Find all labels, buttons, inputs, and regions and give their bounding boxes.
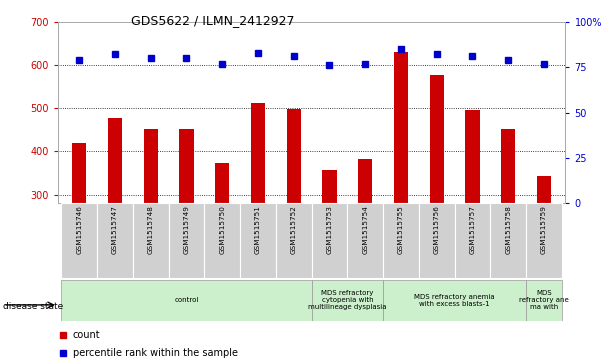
- Text: GSM1515749: GSM1515749: [184, 205, 190, 254]
- Bar: [108, 118, 122, 203]
- Bar: [61, 203, 97, 278]
- Bar: [97, 203, 133, 278]
- Bar: [501, 129, 516, 203]
- Bar: [394, 52, 408, 203]
- Text: GSM1515758: GSM1515758: [505, 205, 511, 254]
- Bar: [311, 280, 383, 321]
- Bar: [347, 203, 383, 278]
- Bar: [168, 203, 204, 278]
- Text: disease state: disease state: [3, 302, 63, 311]
- Bar: [491, 203, 526, 278]
- Text: control: control: [174, 297, 199, 303]
- Text: GDS5622 / ILMN_2412927: GDS5622 / ILMN_2412927: [131, 15, 294, 28]
- Bar: [179, 129, 193, 203]
- Bar: [322, 170, 337, 203]
- Bar: [419, 203, 455, 278]
- Text: GSM1515757: GSM1515757: [469, 205, 475, 254]
- Bar: [286, 109, 301, 203]
- Bar: [61, 280, 311, 321]
- Bar: [240, 203, 276, 278]
- Text: GSM1515753: GSM1515753: [326, 205, 333, 254]
- Text: GSM1515759: GSM1515759: [541, 205, 547, 254]
- Text: percentile rank within the sample: percentile rank within the sample: [73, 348, 238, 358]
- Text: count: count: [73, 330, 100, 340]
- Text: MDS refractory
cytopenia with
multilineage dysplasia: MDS refractory cytopenia with multilinea…: [308, 290, 387, 310]
- Text: GSM1515752: GSM1515752: [291, 205, 297, 254]
- Bar: [143, 129, 158, 203]
- Bar: [430, 74, 444, 203]
- Bar: [526, 203, 562, 278]
- Bar: [204, 203, 240, 278]
- Bar: [383, 280, 526, 321]
- Text: GSM1515748: GSM1515748: [148, 205, 154, 254]
- Bar: [358, 159, 372, 203]
- Text: MDS refractory anemia
with excess blasts-1: MDS refractory anemia with excess blasts…: [414, 294, 495, 307]
- Bar: [311, 203, 347, 278]
- Text: GSM1515750: GSM1515750: [219, 205, 225, 254]
- Text: MDS
refractory ane
ma with: MDS refractory ane ma with: [519, 290, 569, 310]
- Bar: [276, 203, 311, 278]
- Bar: [215, 163, 229, 203]
- Bar: [465, 110, 480, 203]
- Bar: [537, 176, 551, 203]
- Text: GSM1515756: GSM1515756: [434, 205, 440, 254]
- Text: GSM1515746: GSM1515746: [76, 205, 82, 254]
- Text: GSM1515751: GSM1515751: [255, 205, 261, 254]
- Bar: [133, 203, 168, 278]
- Text: GSM1515747: GSM1515747: [112, 205, 118, 254]
- Bar: [72, 143, 86, 203]
- Bar: [455, 203, 491, 278]
- Bar: [251, 103, 265, 203]
- Text: GSM1515755: GSM1515755: [398, 205, 404, 254]
- Bar: [526, 280, 562, 321]
- Bar: [383, 203, 419, 278]
- Text: GSM1515754: GSM1515754: [362, 205, 368, 254]
